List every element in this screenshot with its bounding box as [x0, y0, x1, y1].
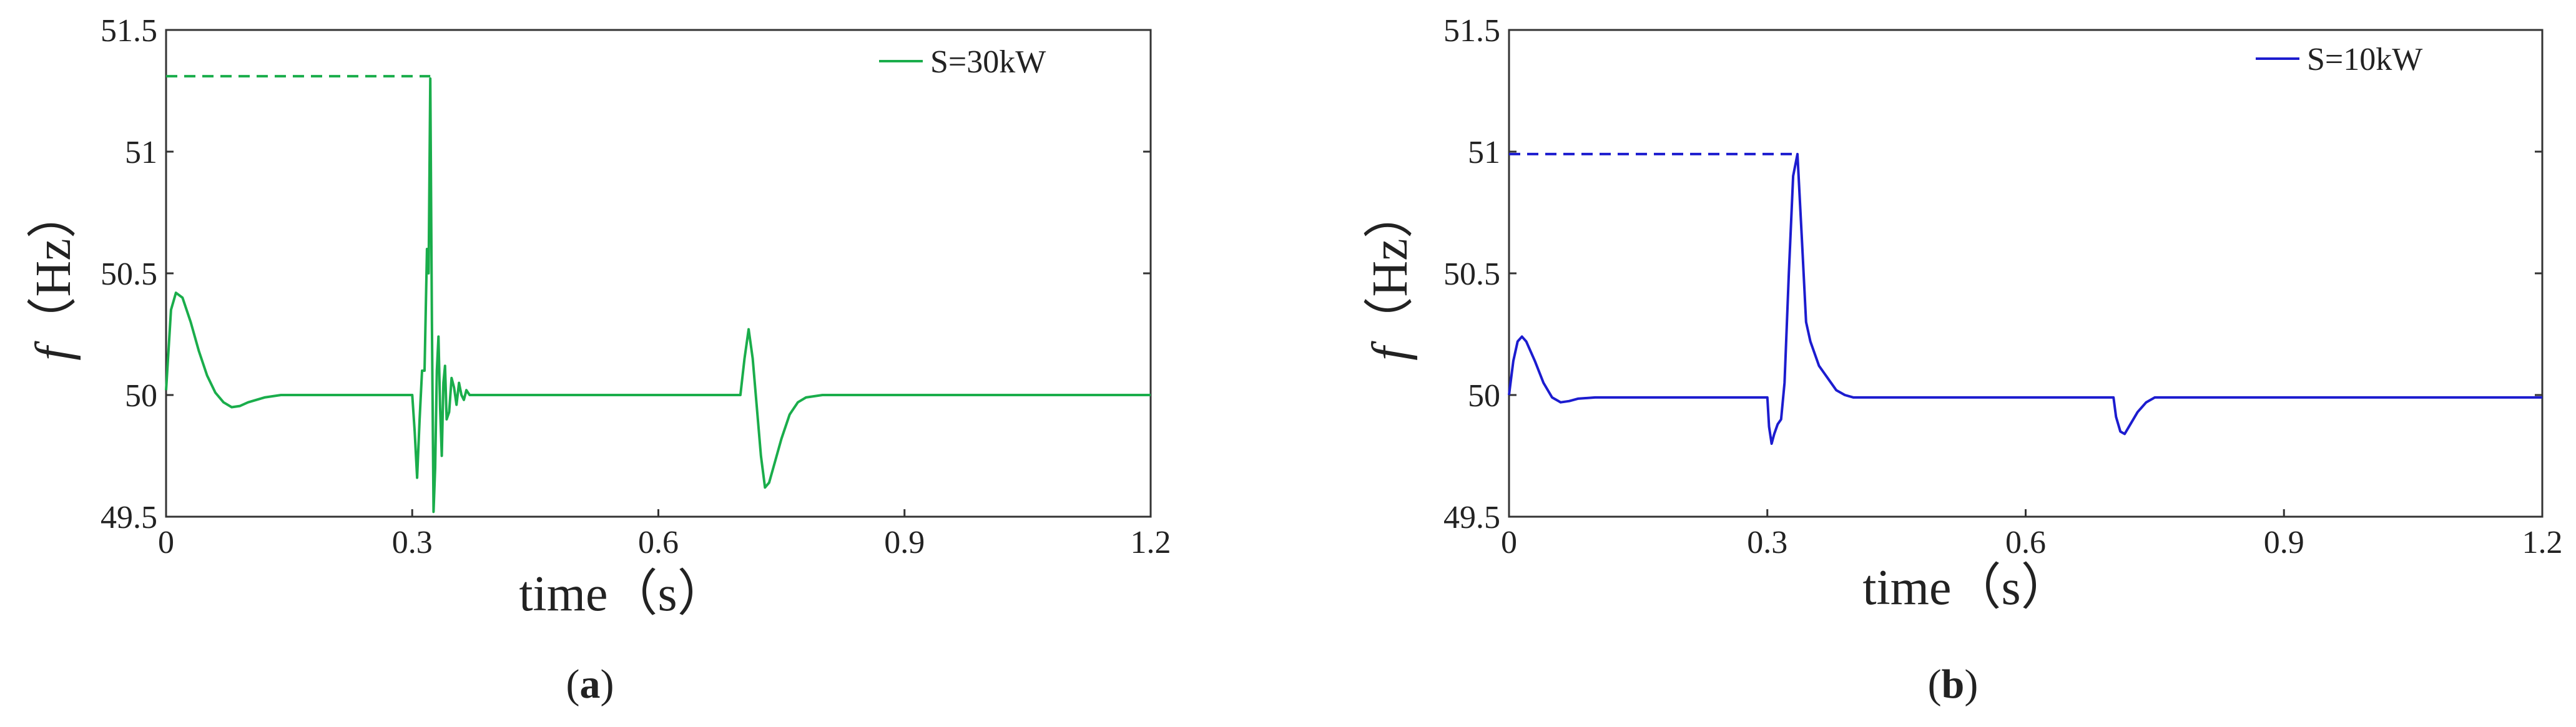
legend-label: S=30kW [930, 44, 1046, 80]
y-tick-label: 50.5 [1443, 256, 1500, 292]
x-tick-label: 0.9 [2264, 525, 2304, 560]
panel-b: 49.5 50 50.5 51 51.5 0 0.3 0.6 0.9 1.2 S=10kW f（… [1363, 13, 2563, 707]
x-axis-label: time（s） [1862, 560, 2070, 615]
legend: S=30kW [879, 44, 1046, 80]
x-tick-label: 0.6 [2005, 525, 2046, 560]
plot-frame [165, 29, 1152, 518]
y-tick-label: 50.5 [101, 256, 157, 292]
y-tick-label: 49.5 [101, 500, 157, 535]
y-axis-label: f（Hz） [1363, 188, 1418, 361]
y-axis-label: f（Hz） [26, 188, 81, 361]
x-axis-ticks: 0 0.3 0.6 0.9 1.2 [158, 509, 1171, 560]
y-tick-label: 51 [1468, 135, 1500, 170]
y-axis-label-unit: （Hz） [26, 188, 81, 346]
x-tick-label: 0 [1501, 525, 1517, 560]
x-axis-label: time（s） [519, 567, 727, 622]
y-tick-label: 51 [125, 135, 157, 170]
x-tick-label: 1.2 [1131, 525, 1171, 560]
y-axis-ticks: 49.5 50 50.5 51 51.5 [1443, 13, 2542, 535]
y-axis-label-unit: （Hz） [1363, 188, 1418, 346]
panel-caption: (a) [566, 661, 614, 707]
x-tick-label: 0.9 [884, 525, 925, 560]
y-tick-label: 50 [125, 378, 157, 414]
series-line-s10kw [1508, 152, 2542, 445]
panel-a: 49.5 50 50.5 51 51.5 0 0.3 0.6 0.9 1.2 S=30kW f（… [26, 13, 1171, 707]
series-line-s30kw [165, 77, 1151, 514]
y-tick-label: 51.5 [101, 13, 157, 49]
x-axis-ticks: 0 0.3 0.6 0.9 1.2 [1501, 509, 2563, 560]
x-tick-label: 0.6 [638, 525, 679, 560]
x-tick-label: 1.2 [2522, 525, 2563, 560]
legend-label: S=10kW [2307, 42, 2422, 77]
x-tick-label: 0.3 [1747, 525, 1787, 560]
x-tick-label: 0 [158, 525, 174, 560]
y-tick-label: 50 [1468, 378, 1500, 414]
y-tick-label: 49.5 [1443, 500, 1500, 535]
plot-frame [1508, 29, 2544, 518]
y-tick-label: 51.5 [1443, 13, 1500, 49]
y-axis-ticks: 49.5 50 50.5 51 51.5 [101, 13, 1151, 535]
legend: S=10kW [2256, 42, 2422, 77]
x-tick-label: 0.3 [392, 525, 433, 560]
panel-caption: (b) [1928, 661, 1979, 707]
